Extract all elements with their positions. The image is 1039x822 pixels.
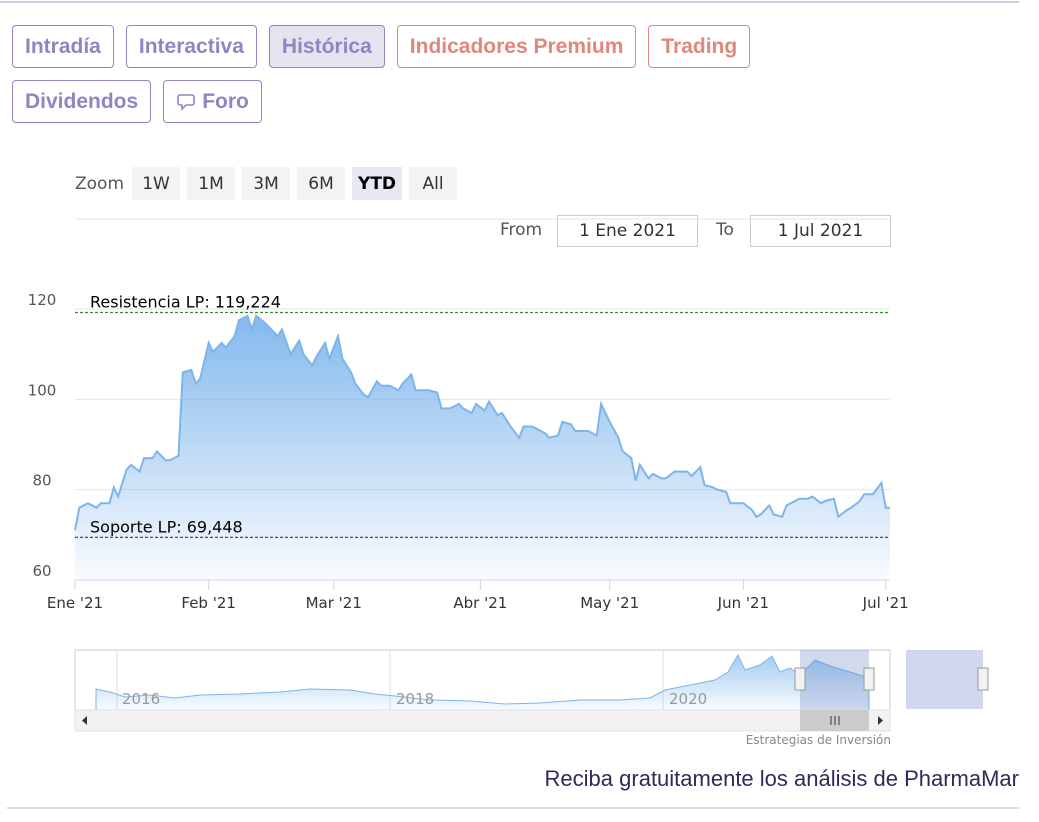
footer-link[interactable]: Reciba gratuitamente los análisis de Pha… [544,766,1019,791]
navigator-extra [906,650,983,709]
zoom-label: Zoom [75,173,125,194]
tab[interactable]: Trading [648,25,751,68]
x-tick-label: Jul '21 [862,594,909,612]
tab-label: Interactiva [138,34,244,58]
zoom-button[interactable]: 1M [187,167,236,200]
navigator-selection [800,650,869,710]
zoom-button[interactable]: 3M [242,167,291,200]
navigator-label: 2020 [669,690,707,708]
y-tick-label: 100 [28,381,57,399]
tab-label: Histórica [281,34,372,58]
to-label: To [716,220,734,240]
navigator: 2016 2018 2020 [74,649,989,732]
tab-label: Intradía [25,34,101,58]
navigator-series [95,653,870,711]
y-tick-label: 80 [32,472,51,490]
scrollbar-track[interactable] [74,709,891,732]
tab[interactable]: Intradía [12,25,114,68]
tab-label: Indicadores Premium [409,34,624,58]
tab[interactable]: Histórica [268,25,385,68]
y-tick-label: 120 [28,291,57,309]
reference-label: Resistencia LP: 119,224 [90,293,281,312]
credit[interactable]: Estrategias de Inversión [745,733,891,747]
tab-label: Trading [661,34,738,58]
zoom-bar: Zoom 1W 1M 3M 6M YTD All [75,167,464,200]
to-input[interactable]: 1 Jul 2021 [750,215,891,247]
y-tick-label: 60 [32,562,51,580]
navigator-handle[interactable] [863,667,875,691]
tab[interactable]: Interactiva [125,25,257,68]
scrollbar-grip [830,716,840,725]
x-tick-label: Abr '21 [453,594,507,612]
from-input[interactable]: 1 Ene 2021 [557,215,698,247]
from-label: From [500,220,543,240]
tab[interactable]: Dividendos [12,80,152,123]
chat-icon [177,93,195,111]
tab[interactable]: Indicadores Premium [396,25,637,68]
navigator-handle[interactable] [977,667,989,691]
x-tick-label: Jun '21 [717,594,769,612]
navigator-label: 2016 [122,690,160,708]
x-tick-label: Feb '21 [181,594,236,612]
tab[interactable]: Foro [163,80,262,123]
navigator-handle[interactable] [794,667,806,691]
line [74,314,890,531]
zoom-button[interactable]: YTD [352,167,403,200]
x-tick-label: Mar '21 [306,594,362,612]
tab-bar: Intradía Interactiva Histórica Indicadores … [12,25,862,123]
navigator-label: 2018 [396,690,434,708]
scroll-left[interactable] [82,716,87,725]
area [75,315,890,580]
zoom-button[interactable]: All [409,167,458,200]
tab-label: Dividendos [25,89,139,113]
tab-label: Foro [202,89,249,113]
reference-label: Soporte LP: 69,448 [90,517,243,536]
x-tick-label: May '21 [580,594,639,612]
x-tick-label: Ene '21 [47,594,103,612]
scroll-right[interactable] [878,716,883,725]
zoom-button[interactable]: 1W [132,167,181,200]
zoom-button[interactable]: 6M [297,167,346,200]
